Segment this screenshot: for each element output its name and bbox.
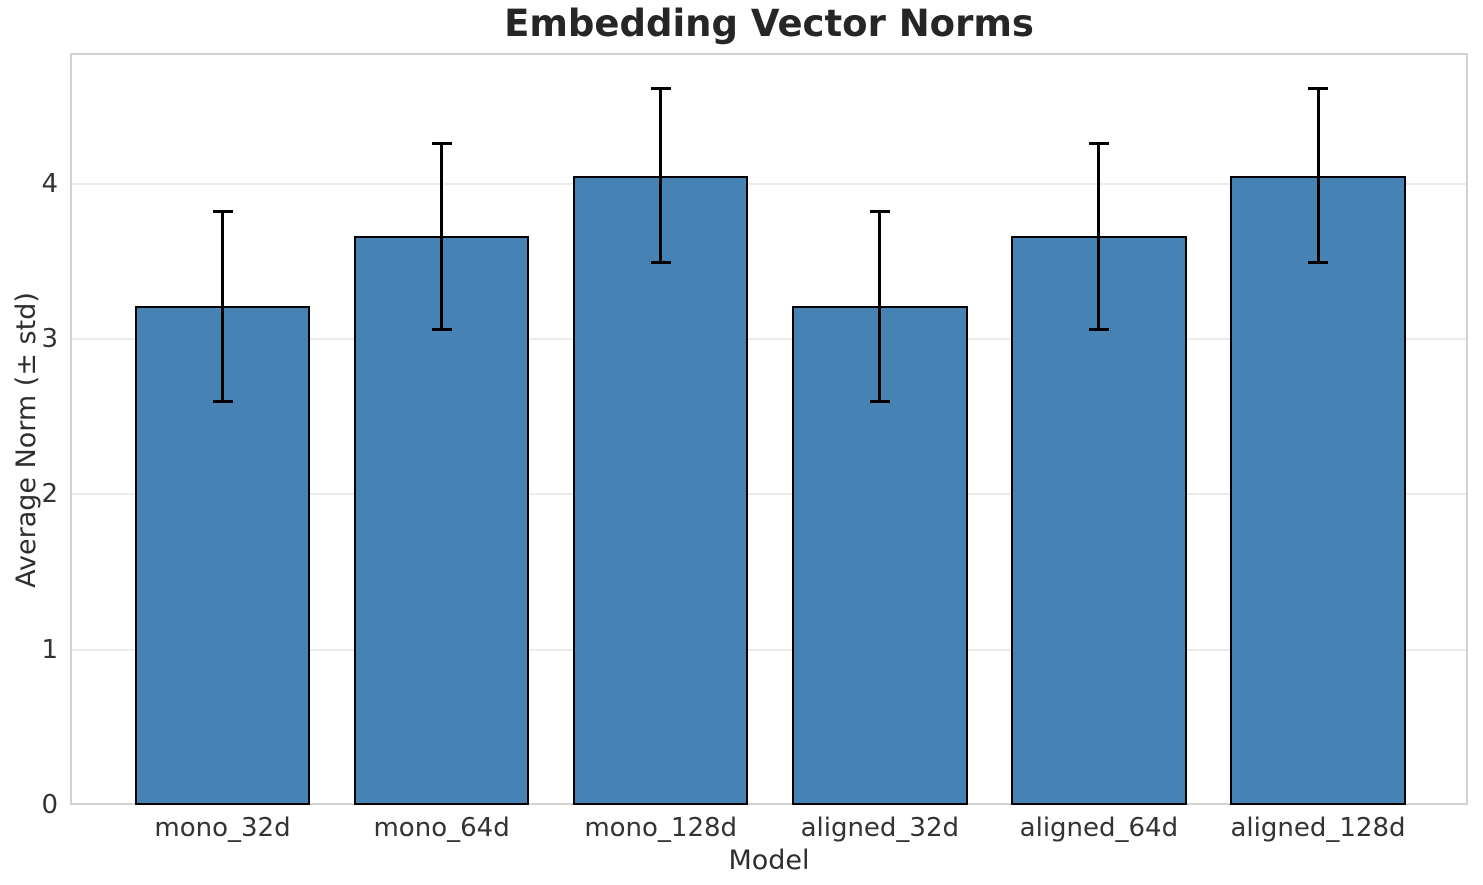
y-tick-label-2: 2 [41,479,58,510]
error-bar-mono_128d [659,88,663,263]
spine-right [1466,53,1468,805]
spine-left [70,53,72,805]
x-tick-label-mono_32d: mono_32d [154,813,291,843]
y-tick-label-3: 3 [41,323,58,354]
bar-mono_64d [353,236,530,805]
gridline-y2 [70,493,1468,496]
error-cap-bottom-aligned_64d [1088,328,1109,332]
x-axis-label: Model [728,845,810,876]
plot-area [70,53,1468,805]
error-cap-top-mono_128d [650,87,671,91]
bar-aligned_128d [1230,175,1406,805]
bar-mono_32d [134,306,311,805]
bar-mono_128d [572,175,749,805]
gridline-y4 [70,182,1468,185]
x-tick-label-mono_64d: mono_64d [373,813,510,843]
y-tick-label-4: 4 [41,168,58,199]
x-tick-label-mono_128d: mono_128d [584,813,738,843]
error-cap-bottom-mono_128d [650,261,671,265]
gridline-y1 [70,648,1468,651]
y-tick-label-0: 0 [41,790,58,820]
x-tick-label-aligned_64d: aligned_64d [1019,813,1179,843]
x-tick-label-aligned_128d: aligned_128d [1230,813,1406,843]
error-cap-top-aligned_32d [869,209,890,213]
error-bar-aligned_64d [1097,143,1101,330]
gridline-y3 [70,337,1468,340]
error-cap-bottom-mono_64d [431,328,452,332]
error-cap-top-aligned_64d [1088,141,1109,145]
error-cap-top-mono_64d [431,141,452,145]
error-cap-bottom-mono_32d [212,399,233,403]
spine-bottom [70,803,1468,805]
chart-title: Embedding Vector Norms [504,2,1034,45]
error-bar-aligned_128d [1316,88,1320,263]
error-bar-mono_64d [440,143,444,330]
bar-aligned_64d [1011,236,1187,805]
y-tick-label-1: 1 [41,634,58,665]
error-bar-mono_32d [221,211,224,402]
spine-top [70,53,1468,55]
error-cap-top-aligned_128d [1308,87,1328,91]
x-tick-label-aligned_32d: aligned_32d [800,813,960,843]
error-cap-bottom-aligned_32d [869,399,890,403]
error-bar-aligned_32d [878,211,882,402]
error-cap-bottom-aligned_128d [1308,261,1328,265]
error-cap-top-mono_32d [212,209,233,213]
